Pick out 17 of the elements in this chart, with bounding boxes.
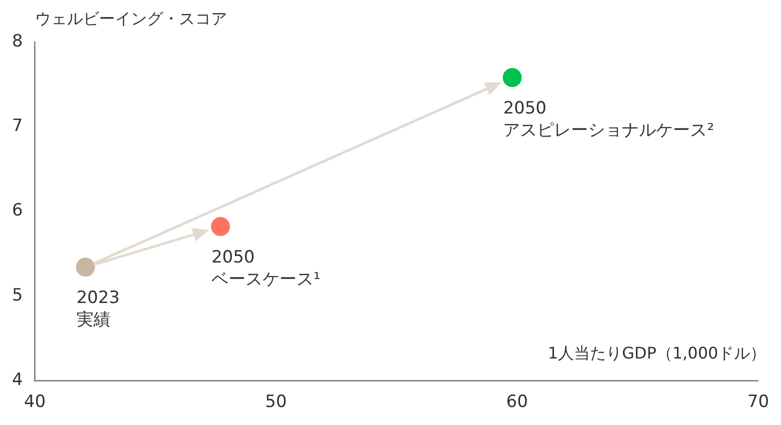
x-tick-label: 40	[24, 392, 46, 412]
point	[502, 68, 522, 88]
y-axis-title: ウェルビーイング・スコア	[34, 9, 227, 28]
x-tick-label: 50	[265, 392, 287, 412]
y-tick-label: 8	[12, 31, 23, 52]
y-tick-label: 7	[12, 116, 23, 136]
y-tick-label: 6	[12, 200, 23, 221]
annotation: 2050 ベースケース¹	[211, 248, 320, 290]
x-axis-title: 1人当たりGDP（1,000ドル）	[548, 344, 766, 363]
y-tick-label: 4	[12, 370, 23, 390]
x-tick-label: 60	[506, 392, 528, 412]
point	[76, 258, 95, 277]
y-tick-label: 5	[12, 285, 23, 306]
x-tick-label: 70	[747, 392, 770, 412]
annotation: 2023 実績	[76, 288, 120, 330]
point	[210, 217, 230, 236]
annotation: 2050 アスピレーショナルケース²	[503, 98, 714, 141]
